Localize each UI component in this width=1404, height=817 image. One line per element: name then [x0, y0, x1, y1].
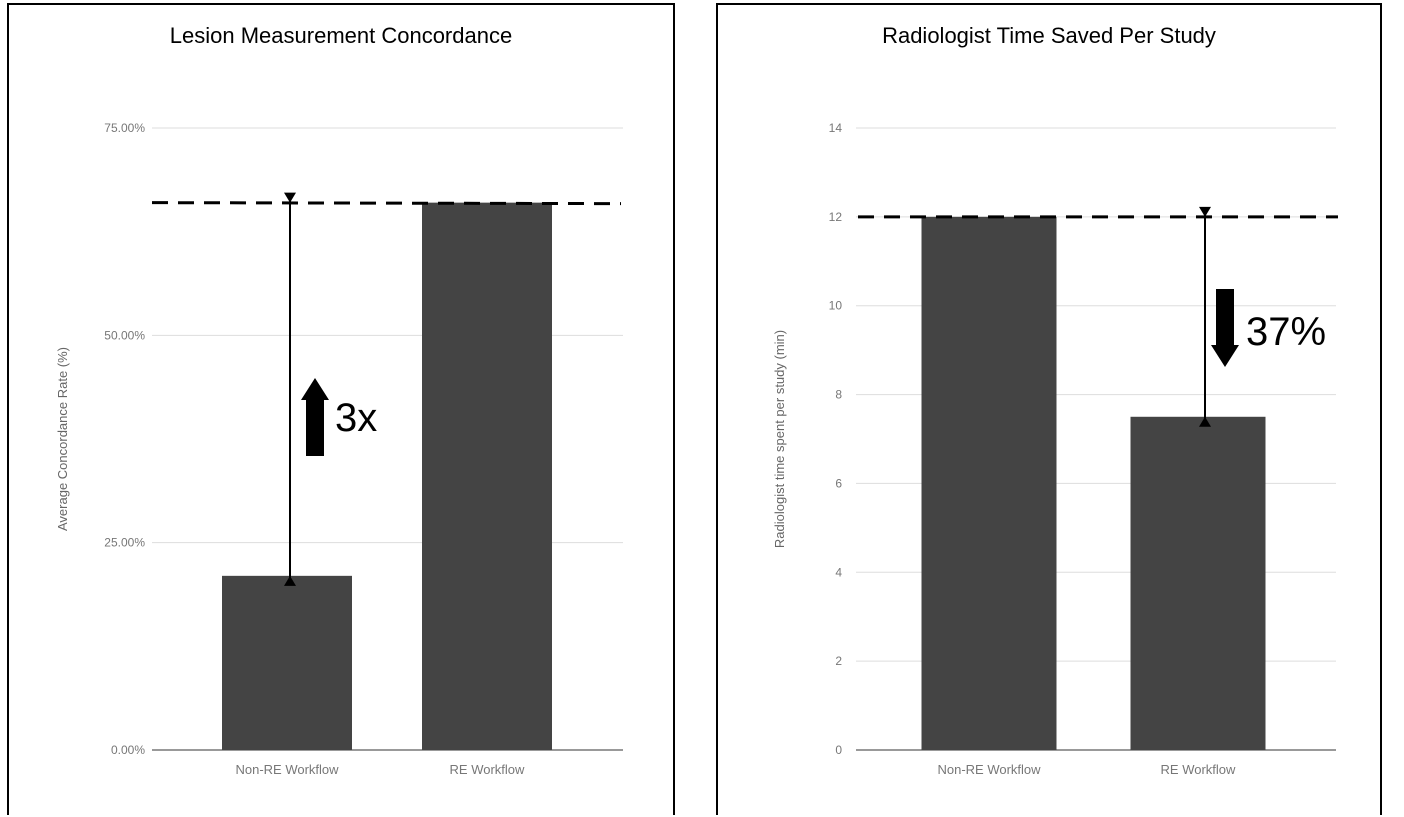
- block-arrow-up-icon: [301, 378, 329, 456]
- bar: [921, 216, 1057, 750]
- arrow-head-bottom: [284, 192, 296, 203]
- x-category-label: RE Workflow: [450, 762, 525, 777]
- x-category-label: RE Workflow: [1161, 762, 1236, 777]
- annotation-label: 3x: [335, 396, 377, 440]
- bar: [222, 575, 352, 750]
- y-tick-label: 50.00%: [104, 328, 145, 342]
- y-tick-label: 8: [835, 388, 842, 402]
- bar: [422, 202, 552, 750]
- arrow-head-top: [284, 575, 296, 586]
- y-tick-label: 0.00%: [111, 743, 145, 757]
- y-tick-label: 2: [835, 654, 842, 668]
- chart-panel-concordance: Lesion Measurement Concordance 0.00% 25.0…: [7, 3, 675, 815]
- y-tick-label: 25.00%: [104, 536, 145, 550]
- arrow-head-bottom: [1199, 206, 1211, 217]
- y-tick-label: 0: [835, 743, 842, 757]
- y-tick-label: 12: [829, 210, 843, 224]
- y-axis-title: Radiologist time spent per study (min): [772, 330, 787, 548]
- x-category-label: Non-RE Workflow: [235, 762, 339, 777]
- y-tick-label: 75.00%: [104, 121, 145, 135]
- y-tick-label: 14: [829, 121, 843, 135]
- chart-panel-time-saved: Radiologist Time Saved Per Study 0 2 4 6 8 10…: [716, 3, 1382, 815]
- block-arrow-down-icon: [1211, 289, 1239, 367]
- annotation-label: 37%: [1246, 310, 1326, 354]
- y-axis-title: Average Concordance Rate (%): [55, 347, 70, 531]
- time-saved-bar-chart: 0 2 4 6 8 10 12 14 Non-RE Workflow RE Workflow Rad…: [772, 121, 1338, 777]
- x-category-label: Non-RE Workflow: [937, 762, 1041, 777]
- reference-dashed-line: [151, 201, 622, 206]
- chart-title: Radiologist Time Saved Per Study: [882, 23, 1216, 48]
- arrow-head-top: [1199, 416, 1211, 427]
- chart-title: Lesion Measurement Concordance: [169, 23, 513, 48]
- y-tick-label: 6: [835, 476, 842, 490]
- concordance-bar-chart: 0.00% 25.00% 50.00% 75.00% Non-RE Workflow RE…: [55, 121, 623, 777]
- y-tick-label: 4: [835, 565, 842, 579]
- y-tick-label: 10: [829, 299, 843, 313]
- bar: [1130, 416, 1266, 750]
